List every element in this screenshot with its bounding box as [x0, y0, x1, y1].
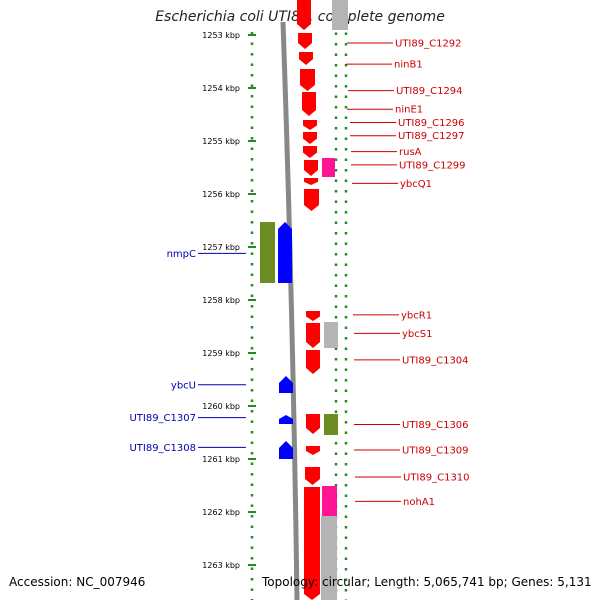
gene-label-forward: ninB1	[394, 60, 423, 71]
gene-label-forward: UTI89_C1297	[398, 131, 465, 142]
backbone-arc	[280, 21, 300, 600]
scale-tick-label: 1255 kbp	[202, 137, 240, 146]
genome-backbone	[280, 21, 300, 600]
forward-gene-17	[305, 467, 320, 485]
topology-text: Topology: circular; Length: 5,065,741 bp…	[262, 575, 592, 589]
scale-tick-label: 1254 kbp	[202, 84, 240, 93]
gene-label-forward: ybcR1	[401, 310, 432, 321]
gene-label-forward: UTI89_C1309	[402, 445, 469, 456]
dotted-guides	[250, 22, 348, 600]
gene-label-reverse: UTI89_C1307	[129, 413, 196, 424]
scale-tick-label: 1260 kbp	[202, 402, 240, 411]
reverse-gene-C1307	[279, 415, 293, 424]
forward-gene-14	[306, 350, 320, 374]
forward-gene-15	[306, 414, 320, 434]
scale-tick-label: 1263 kbp	[202, 561, 240, 570]
scale-tick-label: 1253 kbp	[202, 31, 240, 40]
forward-gene-6	[303, 120, 317, 130]
forward-gene-1	[297, 0, 311, 30]
gene-label-forward: ybcS1	[402, 329, 432, 340]
forward-gene-2	[298, 33, 312, 49]
gene-label-reverse: ybcU	[171, 380, 196, 391]
gene-labels: UTI89_C1292 ninB1 UTI89_C1294 ninE1 UTI89_C1…	[129, 38, 469, 507]
forward-gene-13	[306, 323, 320, 348]
forward-gene-9	[304, 160, 318, 176]
forward-gene-4	[300, 69, 315, 91]
gene-label-forward: UTI89_C1306	[402, 420, 469, 431]
scale-tick-label: 1262 kbp	[202, 508, 240, 517]
reverse-gene-C1308	[279, 441, 293, 459]
cog-bar-gray-bottom	[321, 516, 337, 600]
gene-label-reverse: nmpC	[167, 249, 196, 260]
gene-label-forward: UTI89_C1310	[403, 473, 470, 484]
cog-bar-gray-top	[332, 0, 348, 30]
gene-label-forward: UTI89_C1292	[395, 38, 462, 49]
scale-tick-label: 1257 kbp	[202, 243, 240, 252]
forward-gene-5	[302, 92, 316, 116]
cog-bar-nohA1	[322, 486, 337, 516]
forward-gene-18	[304, 487, 320, 600]
scale-tick-label: 1256 kbp	[202, 190, 240, 199]
gene-label-forward: UTI89_C1299	[399, 160, 466, 171]
kbp-scale: 1253 kbp 1254 kbp 1255 kbp 1256 kbp 1257 kbp…	[202, 31, 256, 570]
gene-label-reverse: UTI89_C1308	[129, 443, 196, 454]
gene-label-forward: UTI89_C1296	[398, 118, 465, 129]
gene-label-forward: nohA1	[403, 497, 435, 508]
gene-features	[260, 0, 348, 600]
accession-text: Accession: NC_007946	[9, 575, 146, 589]
cog-bar-ybcS1	[324, 322, 338, 348]
forward-gene-3	[299, 52, 313, 65]
scale-tick-label: 1258 kbp	[202, 296, 240, 305]
gene-label-forward: ninE1	[395, 105, 423, 116]
reverse-gene-ybcU	[279, 376, 293, 393]
scale-tick-label: 1261 kbp	[202, 455, 240, 464]
scale-tick-label: 1259 kbp	[202, 349, 240, 358]
forward-gene-10	[304, 178, 318, 185]
cog-bar-C1306	[324, 414, 338, 435]
cog-bar-nmpC	[260, 222, 275, 283]
cog-bar-rusA	[322, 158, 335, 177]
reverse-gene-nmpC	[278, 222, 292, 283]
gene-label-forward: UTI89_C1294	[396, 86, 463, 97]
gene-label-forward: rusA	[399, 147, 422, 158]
forward-gene-8	[303, 146, 317, 158]
gene-label-forward: ybcQ1	[400, 179, 432, 190]
forward-gene-16	[306, 446, 320, 455]
forward-gene-12	[306, 311, 320, 321]
gene-label-forward: UTI89_C1304	[402, 355, 469, 366]
forward-gene-11	[304, 189, 319, 211]
forward-gene-7	[303, 132, 317, 144]
